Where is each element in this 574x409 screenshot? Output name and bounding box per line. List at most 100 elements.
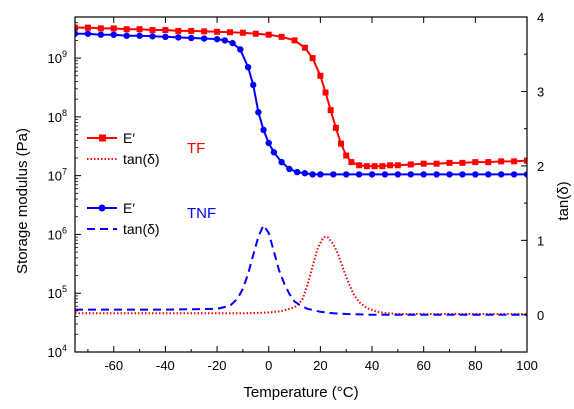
data-point-tnf [244, 63, 252, 71]
data-point-tnf [330, 171, 337, 178]
data-point-tnf [286, 165, 293, 173]
data-point-tf [371, 163, 378, 170]
data-point-tf [433, 160, 440, 167]
data-point-tnf [149, 33, 156, 40]
data-point-tnf [407, 171, 414, 178]
y-right-tick-label: 4 [537, 10, 544, 25]
series-line-tf-tan-delta [75, 235, 527, 315]
x-tick-label: 40 [365, 358, 379, 373]
x-tick-label: 60 [416, 358, 430, 373]
data-point-tnf [523, 171, 527, 178]
data-point-tnf [250, 81, 257, 89]
data-point-tnf [237, 46, 244, 53]
y-right-tick-label: 1 [537, 233, 544, 248]
legend: E′ tan(δ) TF E′ tan(δ) TNF [87, 130, 216, 237]
data-point-tf [356, 162, 363, 169]
data-point-tnf [446, 171, 453, 178]
plot-series [75, 24, 527, 316]
series-line-tf-storage-modulus [75, 26, 527, 168]
legend-marker [98, 204, 106, 212]
data-point-tf [309, 55, 316, 62]
data-point-tnf [485, 171, 492, 178]
data-point-tnf [381, 171, 389, 178]
data-point-tnf [75, 30, 79, 37]
data-point-tf [348, 159, 355, 166]
data-point-tf [332, 124, 339, 131]
data-point-tnf [188, 34, 195, 42]
data-point-tf [265, 31, 272, 38]
data-point-tf [379, 163, 386, 170]
data-point-tnf [97, 31, 105, 38]
data-point-tnf [343, 171, 350, 178]
legend-label: tan(δ) [123, 221, 160, 237]
data-point-tf [226, 29, 233, 36]
data-point-tnf [459, 171, 466, 178]
data-point-tnf [309, 171, 316, 178]
x-axis-title: Temperature (°C) [243, 384, 358, 401]
data-point-tnf [497, 171, 505, 178]
data-point-tnf [368, 171, 376, 178]
data-point-tnf [255, 109, 262, 116]
data-point-tf [317, 72, 324, 79]
data-point-tnf [420, 171, 427, 178]
data-point-tf [446, 159, 453, 166]
data-point-tnf [110, 31, 117, 38]
y-axis-left-title: Storage modulus (Pa) [14, 128, 31, 274]
data-point-tnf [293, 168, 301, 176]
data-point-tf [252, 30, 259, 37]
data-point-tnf [175, 34, 182, 41]
data-point-tf [239, 29, 246, 36]
data-point-tf [123, 26, 130, 33]
data-point-tnf [317, 171, 324, 178]
legend-marker [99, 134, 106, 142]
data-point-tnf [472, 171, 479, 178]
data-point-tf [420, 160, 427, 167]
x-tick-label: 20 [313, 358, 327, 373]
legend-label: E′ [123, 130, 135, 146]
data-point-tnf [200, 35, 208, 42]
x-tick-label: 100 [516, 358, 538, 373]
data-point-tf [201, 28, 208, 35]
data-point-tf [149, 27, 156, 34]
data-point-tf [394, 162, 401, 169]
plot-area [75, 24, 527, 316]
data-point-tnf [355, 171, 363, 178]
y-axis-right-title: tan(δ) [555, 181, 572, 220]
data-point-tnf [123, 32, 130, 39]
data-point-tnf [433, 171, 440, 178]
data-point-tf [175, 27, 182, 34]
y-left-tick-label: 106 [48, 225, 67, 242]
data-point-tf [322, 89, 329, 96]
data-point-tf [524, 157, 527, 164]
x-tick-label: -60 [104, 358, 123, 373]
legend-label: E′ [123, 200, 135, 216]
x-tick-label: -40 [156, 358, 175, 373]
data-point-tnf [136, 32, 143, 39]
y-left-tick-label: 108 [48, 108, 67, 125]
data-point-tnf [265, 139, 272, 147]
data-point-tf [511, 158, 518, 165]
data-point-tf [472, 159, 479, 166]
y-right-tick-label: 2 [537, 159, 544, 174]
data-point-tf [75, 24, 78, 31]
legend-group-label-tnf: TNF [187, 205, 216, 222]
y-left-tick-label: 109 [48, 49, 67, 66]
data-point-tf [498, 158, 505, 165]
data-point-tnf [260, 126, 267, 134]
data-point-tf [278, 33, 285, 40]
y-left-tick-label: 107 [48, 167, 67, 184]
data-point-tf [387, 162, 394, 169]
data-point-tf [188, 27, 195, 34]
data-point-tnf [278, 158, 285, 166]
data-point-tf [136, 26, 143, 33]
data-point-tf [327, 107, 334, 114]
data-point-tnf [229, 39, 236, 47]
data-point-tf [162, 27, 169, 34]
data-point-tf [84, 24, 91, 31]
y-right-tick-label: 0 [537, 308, 544, 323]
data-point-tf [301, 44, 308, 51]
y-right-tick-label: 3 [537, 84, 544, 99]
x-tick-label: -20 [208, 358, 227, 373]
data-point-tnf [394, 171, 402, 178]
data-point-tf [363, 163, 370, 170]
